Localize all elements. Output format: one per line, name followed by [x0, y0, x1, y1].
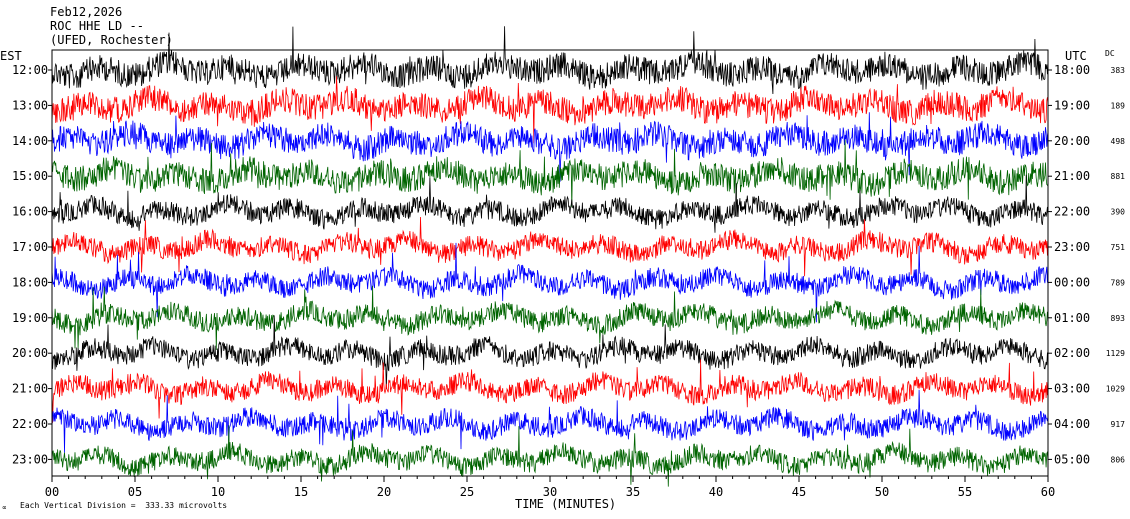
dc-offset-label: 189: [1111, 101, 1126, 110]
est-hour-label: 16:00: [12, 205, 48, 219]
header-network: (UFED, Rochester): [50, 33, 173, 47]
x-tick-label: 50: [875, 485, 889, 499]
trace-row-11: [51, 425, 1049, 487]
x-tick-label: 20: [377, 485, 391, 499]
utc-hour-label: 05:00: [1054, 452, 1090, 466]
x-tick-label: 25: [460, 485, 474, 499]
x-tick-label: 15: [294, 485, 308, 499]
trace-row-8: [51, 315, 1049, 389]
dc-offset-label: 390: [1111, 208, 1126, 217]
x-tick-label: 55: [958, 485, 972, 499]
x-tick-label: 35: [626, 485, 640, 499]
dc-offset-label: 789: [1111, 278, 1126, 287]
x-tick-label: 40: [709, 485, 723, 499]
trace-row-10: [51, 389, 1049, 453]
dc-offset-label: 383: [1111, 66, 1126, 75]
trace-row-9: [51, 359, 1049, 423]
trace-row-3: [51, 139, 1049, 208]
x-tick-label: 05: [128, 485, 142, 499]
est-hour-label: 18:00: [12, 275, 48, 289]
utc-hour-label: 23:00: [1054, 240, 1090, 254]
dc-offset-label: 1029: [1106, 385, 1125, 394]
x-tick-label: 60: [1041, 485, 1055, 499]
trace-row-0: [51, 26, 1049, 95]
utc-hour-label: 22:00: [1054, 205, 1090, 219]
header-date: Feb12,2026: [50, 5, 123, 19]
utc-hour-label: 00:00: [1054, 275, 1090, 289]
est-hour-label: 13:00: [12, 98, 48, 112]
header-station: ROC HHE LD --: [50, 19, 144, 33]
scale-note-marker: ∝: [2, 503, 7, 512]
dc-offset-label: 806: [1111, 455, 1126, 464]
dc-offset-label: 917: [1111, 420, 1126, 429]
utc-hour-label: 02:00: [1054, 346, 1090, 360]
est-hour-label: 14:00: [12, 134, 48, 148]
x-tick-label: 10: [211, 485, 225, 499]
est-hour-label: 23:00: [12, 452, 48, 466]
scale-note: Each Vertical Division = 333.33 microvol…: [20, 501, 228, 510]
est-hour-label: 12:00: [12, 63, 48, 77]
est-axis-label: EST: [0, 49, 22, 63]
trace-row-7: [51, 285, 1049, 351]
utc-hour-label: 18:00: [1054, 63, 1090, 77]
est-hour-label: 19:00: [12, 311, 48, 325]
est-hour-label: 20:00: [12, 346, 48, 360]
trace-row-1: [51, 76, 1049, 144]
trace-row-4: [51, 174, 1049, 233]
trace-row-2: [51, 112, 1049, 182]
dc-offset-label: 893: [1111, 314, 1126, 323]
dc-axis-label: DC: [1105, 49, 1115, 58]
utc-axis-label: UTC: [1065, 49, 1087, 63]
utc-hour-label: 19:00: [1054, 98, 1090, 112]
utc-hour-label: 01:00: [1054, 311, 1090, 325]
dc-offset-label: 751: [1111, 243, 1126, 252]
dc-offset-label: 498: [1111, 137, 1126, 146]
utc-hour-label: 20:00: [1054, 134, 1090, 148]
trace-row-5: [51, 216, 1049, 277]
est-hour-label: 22:00: [12, 417, 48, 431]
utc-hour-label: 21:00: [1054, 169, 1090, 183]
x-axis-title: TIME (MINUTES): [515, 497, 617, 511]
x-tick-label: 00: [45, 485, 59, 499]
trace-row-6: [51, 242, 1049, 323]
x-tick-label: 45: [792, 485, 806, 499]
dc-offset-label: 881: [1111, 172, 1126, 181]
est-hour-label: 15:00: [12, 169, 48, 183]
est-hour-label: 21:00: [12, 382, 48, 396]
utc-hour-label: 04:00: [1054, 417, 1090, 431]
est-hour-label: 17:00: [12, 240, 48, 254]
utc-hour-label: 03:00: [1054, 382, 1090, 396]
x-tick-label: 30: [543, 485, 557, 499]
dc-offset-label: 1129: [1106, 349, 1125, 358]
